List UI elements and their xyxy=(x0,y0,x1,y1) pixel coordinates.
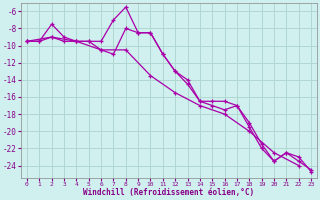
X-axis label: Windchill (Refroidissement éolien,°C): Windchill (Refroidissement éolien,°C) xyxy=(84,188,255,197)
